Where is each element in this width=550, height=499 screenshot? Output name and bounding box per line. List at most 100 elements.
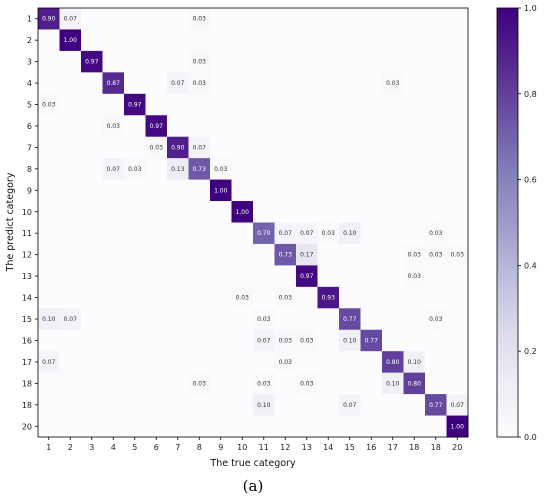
heatmap-cell: [59, 29, 82, 52]
heatmap-cell: [425, 72, 447, 95]
heatmap-cell: [253, 136, 275, 159]
heatmap-cell: [253, 372, 275, 395]
cell-value-label: 0.10: [42, 316, 56, 323]
cell-value-label: 0.13: [171, 166, 185, 173]
heatmap-cell: [102, 136, 125, 159]
heatmap-cell: [124, 50, 146, 73]
heatmap-cell: [317, 329, 340, 352]
heatmap-cell: [403, 115, 426, 138]
heatmap-cell: [59, 8, 82, 30]
heatmap-cell: [425, 179, 447, 202]
x-tick-label: 18: [409, 443, 419, 452]
heatmap-cell: [81, 93, 103, 116]
heatmap-cell: [425, 265, 447, 288]
y-tick-label: 4: [27, 79, 32, 88]
heatmap-cell: [210, 351, 232, 374]
heatmap-cell: [360, 308, 383, 331]
heatmap-cell: [38, 265, 60, 288]
heatmap-cell: [296, 243, 318, 266]
heatmap-cell: [360, 115, 383, 138]
heatmap-cell: [102, 415, 125, 438]
heatmap-cell: [124, 8, 146, 30]
x-tick-label: 10: [237, 443, 247, 452]
cell-value-label: 0.03: [279, 359, 293, 366]
heatmap-cell: [274, 201, 297, 223]
heatmap-cell: [446, 136, 469, 159]
heatmap-cell: [188, 72, 211, 95]
heatmap-cell: [446, 308, 469, 331]
heatmap-cell: [339, 308, 361, 331]
heatmap-cell: [124, 72, 146, 95]
y-tick-label: 2: [27, 36, 32, 45]
heatmap-cell: [274, 415, 297, 438]
heatmap-cell: [188, 372, 211, 395]
colorbar-tick-label: 0.0: [524, 433, 537, 442]
heatmap-cell: [145, 29, 168, 52]
heatmap-cell: [403, 8, 426, 30]
heatmap-cell: [210, 72, 232, 95]
heatmap-cell: [253, 93, 275, 116]
heatmap-cell: [231, 243, 254, 266]
heatmap-cell: [59, 329, 82, 352]
y-tick-label: 17: [22, 358, 32, 367]
heatmap-cell: [188, 29, 211, 52]
heatmap-cell: [38, 29, 60, 52]
heatmap-cell: [38, 329, 60, 352]
heatmap-cell: [188, 50, 211, 73]
cell-value-label: 0.97: [85, 59, 99, 66]
heatmap-cell: [59, 372, 82, 395]
heatmap-cell: [167, 179, 189, 202]
heatmap-cell: [274, 72, 297, 95]
heatmap-cell: [360, 93, 383, 116]
heatmap-cell: [167, 415, 189, 438]
y-tick-label: 20: [22, 422, 32, 431]
heatmap-cell: [231, 136, 254, 159]
heatmap-cell: [274, 329, 297, 352]
heatmap-cell: [59, 179, 82, 202]
heatmap-cell: [81, 179, 103, 202]
heatmap-cell: [360, 136, 383, 159]
x-tick-label: 16: [366, 443, 376, 452]
cell-value-label: 0.03: [300, 380, 314, 387]
heatmap-cell: [403, 415, 426, 438]
heatmap-cell: [38, 351, 60, 374]
heatmap-cell: [296, 265, 318, 288]
heatmap-cell: [382, 8, 404, 30]
heatmap-cell: [339, 265, 361, 288]
heatmap-cell: [145, 179, 168, 202]
heatmap-cell: [38, 286, 60, 309]
heatmap-cell: [382, 372, 404, 395]
heatmap-cell: [210, 265, 232, 288]
heatmap-cell: [382, 93, 404, 116]
heatmap-cell: [102, 351, 125, 374]
cell-value-label: 0.03: [193, 80, 207, 87]
heatmap-cell: [360, 222, 383, 245]
heatmap-cell: [403, 372, 426, 395]
heatmap-cell: [188, 201, 211, 223]
heatmap-cell: [446, 222, 469, 245]
heatmap-cell: [425, 351, 447, 374]
heatmap-cell: [317, 394, 340, 416]
heatmap-cell: [124, 372, 146, 395]
x-tick-label: 15: [345, 443, 355, 452]
heatmap-cell: [382, 29, 404, 52]
plot-frame: [37, 7, 469, 438]
heatmap-cell: [403, 201, 426, 223]
heatmap-cell: [231, 115, 254, 138]
heatmap-cell: [102, 29, 125, 52]
heatmap-cell: [145, 286, 168, 309]
x-tick-label: 13: [302, 443, 312, 452]
heatmap-cell: [317, 50, 340, 73]
heatmap-cell: [102, 329, 125, 352]
heatmap-cell: [167, 50, 189, 73]
heatmap-cell: [446, 286, 469, 309]
heatmap-cell: [59, 158, 82, 180]
heatmap-cell: [167, 286, 189, 309]
heatmap-cell: [446, 265, 469, 288]
heatmap-cell: [231, 179, 254, 202]
heatmap-cell: [210, 415, 232, 438]
x-tick-label: 8: [197, 443, 202, 452]
heatmap-cell: [253, 308, 275, 331]
heatmap-cell: [188, 415, 211, 438]
y-tick-label: 15: [22, 315, 32, 324]
